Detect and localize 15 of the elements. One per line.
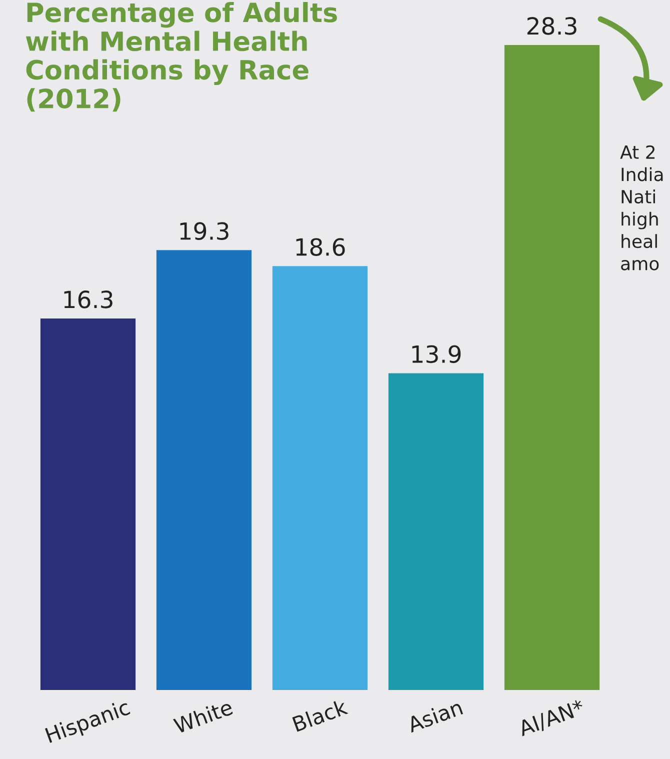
chart-title: Percentage of Adults with Mental Health Conditions by Race (2012) (26, 2, 337, 112)
bar (156, 250, 252, 690)
bar (40, 318, 136, 690)
bar (504, 45, 600, 690)
data-label: 13.9 (412, 345, 461, 364)
data-label: 18.6 (296, 238, 345, 256)
x-tick-label: Asian (406, 698, 464, 733)
data-label: 16.3 (64, 290, 112, 308)
bar (388, 373, 484, 690)
bar (272, 266, 368, 690)
x-tick-label: Black (292, 698, 348, 732)
x-tick-label: White (172, 698, 234, 734)
data-label: 19.3 (180, 222, 228, 240)
text: At 2 India Nati high heal amo (620, 145, 663, 270)
data-label: 28.3 (527, 17, 576, 35)
